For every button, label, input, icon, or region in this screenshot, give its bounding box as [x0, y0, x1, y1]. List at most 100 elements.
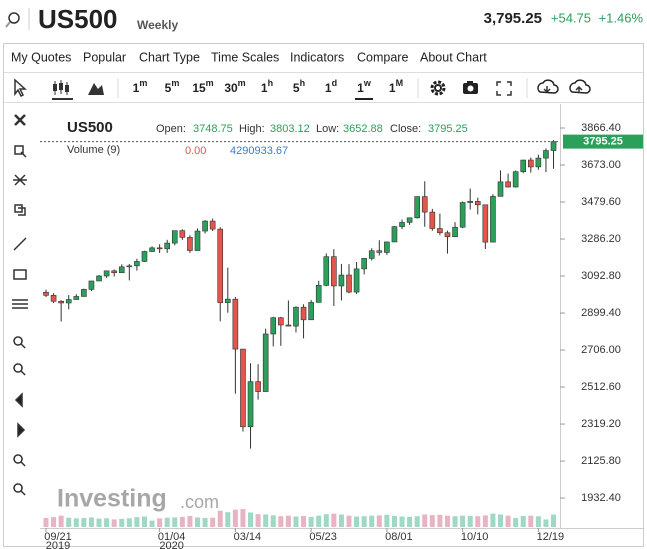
- upload-icon[interactable]: [569, 79, 591, 94]
- fib-tool[interactable]: [12, 299, 28, 309]
- fullscreen-icon[interactable]: [496, 81, 512, 96]
- x-tick-label: 12/19: [537, 531, 565, 543]
- legend-volume-label: Volume (9): [67, 144, 120, 156]
- time-scale-number: 1: [133, 81, 140, 95]
- volume-bar: [505, 515, 511, 527]
- scroll-left-tool[interactable]: [14, 392, 23, 408]
- search-icon[interactable]: [5, 12, 20, 28]
- candle-body: [459, 202, 466, 228]
- candle-body: [217, 228, 224, 303]
- line-tool[interactable]: [13, 237, 27, 251]
- reset-tool[interactable]: [13, 483, 26, 496]
- legend-low: 3652.88: [343, 123, 383, 135]
- candle-body: [179, 230, 186, 238]
- y-tick-label: 3479.60: [581, 196, 621, 208]
- clone-tool[interactable]: [14, 204, 26, 216]
- candle-body: [81, 289, 87, 297]
- settings-icon[interactable]: [430, 80, 446, 96]
- scroll-right-tool[interactable]: [17, 422, 26, 438]
- volume-bar: [391, 515, 397, 527]
- volume-bar: [195, 517, 200, 527]
- volume-bar: [96, 518, 102, 527]
- x-tick-label: 09/21: [44, 531, 72, 543]
- price: 3,795.25: [484, 10, 542, 27]
- volume-bar: [444, 515, 450, 527]
- cursor-tool[interactable]: [14, 78, 27, 98]
- close-tool[interactable]: [14, 114, 26, 126]
- menu-item[interactable]: Chart Type: [139, 50, 200, 64]
- y-tick-label: 3092.80: [581, 270, 621, 282]
- zoom-in-tool[interactable]: [13, 336, 26, 349]
- time-scale[interactable]: 30m: [224, 78, 245, 95]
- volume-bar: [217, 510, 223, 527]
- candle-body: [225, 298, 231, 303]
- candle-body: [474, 201, 481, 206]
- volume-bar: [285, 515, 291, 527]
- download-icon[interactable]: [537, 79, 559, 94]
- candle-body: [293, 306, 299, 327]
- time-scale-unit: M: [396, 78, 404, 88]
- volume-bar: [179, 516, 185, 527]
- time-scale-unit: d: [332, 78, 338, 88]
- menu-item[interactable]: About Chart: [420, 50, 487, 64]
- y-tick-label: 2706.00: [581, 344, 621, 356]
- volume-bar: [475, 516, 481, 527]
- candle-body: [376, 250, 383, 253]
- zoom-tool[interactable]: [13, 454, 26, 467]
- time-scale[interactable]: 1m: [133, 78, 148, 95]
- menu-item[interactable]: My Quotes: [11, 50, 71, 64]
- candle-body: [550, 141, 557, 151]
- candle-tool[interactable]: [52, 80, 73, 100]
- time-scale-unit: w: [363, 78, 372, 88]
- time-scale-unit: m: [238, 78, 246, 88]
- measure-tool[interactable]: [13, 174, 27, 186]
- time-scale[interactable]: 1h: [261, 78, 273, 95]
- menu-item[interactable]: Time Scales: [211, 50, 279, 64]
- candle-body: [96, 275, 102, 282]
- menu-item[interactable]: Popular: [83, 50, 126, 64]
- time-scale-number: 1: [357, 81, 364, 95]
- candle-body: [149, 247, 155, 252]
- menu-item[interactable]: Compare: [357, 50, 408, 64]
- y-tick-label: 3673.00: [581, 159, 621, 171]
- candle-body: [103, 270, 110, 277]
- time-scale[interactable]: 5h: [293, 78, 305, 95]
- time-scale[interactable]: 5m: [165, 78, 180, 95]
- volume-bar: [202, 518, 208, 527]
- candle-body: [406, 217, 413, 223]
- candle-body: [285, 324, 292, 327]
- volume-bar: [270, 515, 276, 527]
- time-scale[interactable]: 1d: [325, 78, 337, 95]
- time-scale[interactable]: 15m: [192, 78, 213, 95]
- candle-body: [156, 247, 163, 250]
- camera-icon[interactable]: [463, 81, 478, 94]
- rect-tool[interactable]: [13, 269, 27, 280]
- candle-body: [384, 241, 390, 253]
- menu-item[interactable]: Indicators: [290, 50, 344, 64]
- area-tool[interactable]: [88, 83, 104, 95]
- volume-bar: [210, 517, 216, 527]
- time-scale[interactable]: 1M: [389, 78, 403, 95]
- zoom-out-tool[interactable]: [13, 363, 26, 376]
- candle-body: [414, 196, 420, 219]
- volume-bar: [81, 518, 87, 527]
- volume-bar: [126, 518, 132, 527]
- candle-body: [490, 196, 496, 243]
- candle-body: [346, 274, 352, 293]
- time-scale[interactable]: 1w: [357, 78, 372, 95]
- time-scale-number: 1: [261, 81, 268, 95]
- candle-body: [88, 280, 95, 290]
- crosshair-tool[interactable]: [14, 145, 27, 158]
- volume-bar: [338, 514, 344, 527]
- volume-bar: [331, 513, 337, 527]
- volume-bar: [452, 516, 458, 527]
- y-tick-label: 2899.40: [581, 307, 621, 319]
- volume-bar: [119, 518, 125, 527]
- candle-body: [308, 302, 314, 321]
- candle-body: [391, 226, 398, 243]
- candle-body: [338, 274, 345, 287]
- time-scale-unit: h: [268, 78, 274, 88]
- time-scale-number: 5: [165, 81, 172, 95]
- volume-bar: [551, 514, 557, 527]
- candle-body: [399, 222, 405, 227]
